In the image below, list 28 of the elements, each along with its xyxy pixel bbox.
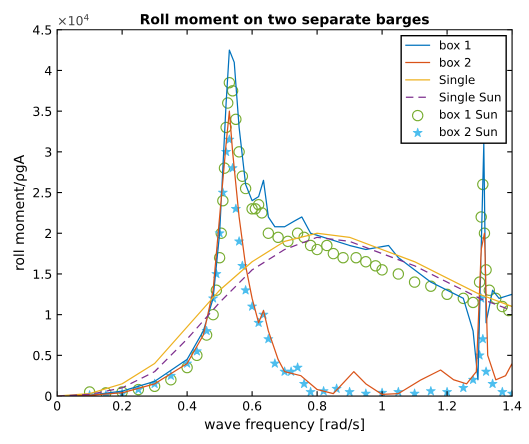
legend-label: Single: [440, 75, 475, 86]
y-axis-title: roll moment/ρgA: [13, 154, 27, 270]
x-tick-label: 1.4: [504, 401, 522, 410]
legend-label: box 1 Sun: [440, 110, 497, 119]
legend-label: box 2: [440, 58, 470, 67]
y-tick-label: 0: [45, 392, 52, 401]
y-tick-label: 0.5: [33, 350, 52, 360]
y-tick-label: 2.5: [33, 188, 52, 198]
x-tick-label: 1.2: [438, 401, 456, 410]
text: ×10$^{4}$: [58, 14, 89, 26]
y-tick-label: 4: [44, 66, 52, 76]
legend-label: Single Sun: [440, 92, 500, 104]
x-tick-label: 1: [379, 401, 385, 410]
legend-label: box 2 Sun: [440, 127, 497, 136]
y-tick-label: 1.5: [34, 270, 52, 279]
x-tick-label: 0.4: [178, 401, 196, 411]
x-tick-label: 0: [54, 401, 60, 411]
x-tick-label: 0.2: [113, 401, 131, 411]
y-tick-label: 3.5: [33, 106, 52, 116]
y-tick-label: 2: [45, 228, 52, 238]
legend-label: box 1: [440, 40, 470, 50]
x-axis-title: wave frequency [rad/s]: [204, 418, 364, 432]
chart-title: Roll moment on two separate barges: [140, 14, 429, 28]
y-tick-label: 4.5: [33, 25, 52, 35]
y-tick-label: 1: [46, 310, 52, 320]
y-tick-label: 3: [45, 147, 52, 157]
x-tick-label: 0.6: [242, 401, 262, 411]
x-tick-label: 0.8: [308, 401, 326, 411]
